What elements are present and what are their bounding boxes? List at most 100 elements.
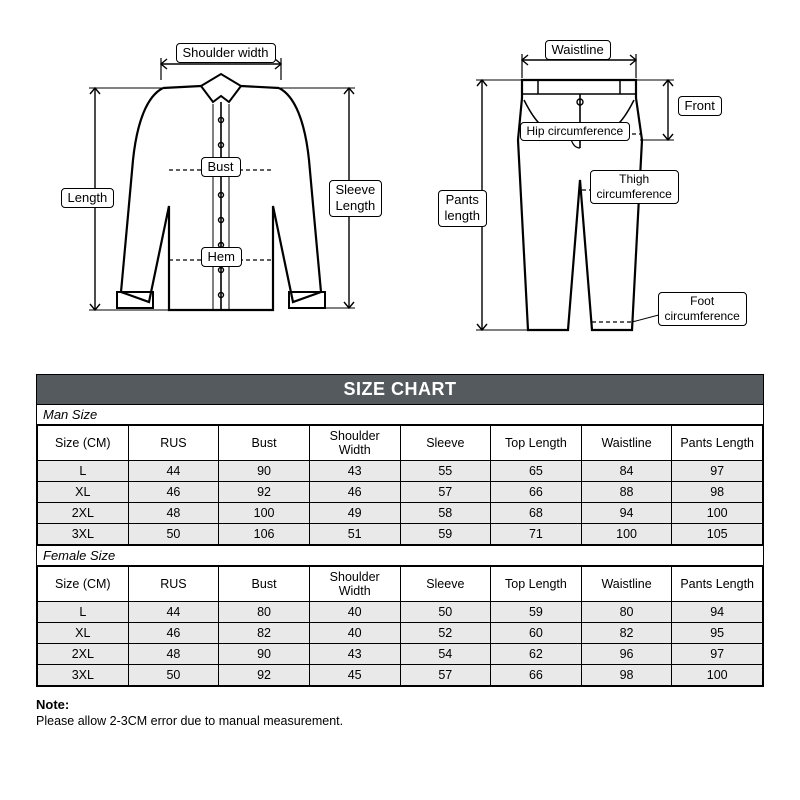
- table-cell: 2XL: [38, 644, 129, 665]
- table-cell: 48: [128, 503, 219, 524]
- table-cell: 100: [219, 503, 310, 524]
- table-cell: 106: [219, 524, 310, 545]
- table-cell: 84: [581, 461, 672, 482]
- table-header-cell: Waistline: [581, 567, 672, 602]
- table-header-cell: Bust: [219, 426, 310, 461]
- table-header-cell: Pants Length: [672, 567, 763, 602]
- table-cell: 100: [672, 665, 763, 686]
- table-cell: 90: [219, 461, 310, 482]
- table-cell: 49: [309, 503, 400, 524]
- table-cell: 58: [400, 503, 491, 524]
- table-cell: 90: [219, 644, 310, 665]
- table-cell: 60: [491, 623, 582, 644]
- table-cell: 92: [219, 665, 310, 686]
- table-cell: 44: [128, 461, 219, 482]
- size-table: Size (CM)RUSBustShoulder WidthSleeveTop …: [37, 566, 763, 686]
- table-cell: 46: [128, 623, 219, 644]
- note-heading: Note:: [36, 697, 764, 712]
- table-cell: 40: [309, 623, 400, 644]
- table-cell: 46: [128, 482, 219, 503]
- table-header-cell: Waistline: [581, 426, 672, 461]
- table-header-cell: Bust: [219, 567, 310, 602]
- table-cell: L: [38, 602, 129, 623]
- table-cell: 98: [581, 665, 672, 686]
- shirt-diagram: Shoulder width Bust Hem Length Sleeve Le…: [51, 30, 391, 350]
- table-cell: XL: [38, 623, 129, 644]
- label-bust: Bust: [201, 157, 241, 177]
- table-cell: XL: [38, 482, 129, 503]
- table-row: 2XL4810049586894100: [38, 503, 763, 524]
- label-waistline: Waistline: [545, 40, 611, 60]
- table-cell: 94: [672, 602, 763, 623]
- pants-diagram: Waistline Front Hip circumference Thigh …: [420, 30, 750, 350]
- section-heading: Man Size: [37, 404, 763, 425]
- table-row: XL46924657668898: [38, 482, 763, 503]
- table-cell: 51: [309, 524, 400, 545]
- table-cell: 96: [581, 644, 672, 665]
- table-header-cell: Size (CM): [38, 426, 129, 461]
- table-row: 2XL48904354629697: [38, 644, 763, 665]
- table-header-cell: RUS: [128, 567, 219, 602]
- section-heading: Female Size: [37, 545, 763, 566]
- table-header-cell: Sleeve: [400, 426, 491, 461]
- table-cell: 94: [581, 503, 672, 524]
- table-cell: 52: [400, 623, 491, 644]
- table-row: 3XL50106515971100105: [38, 524, 763, 545]
- table-cell: 43: [309, 461, 400, 482]
- table-cell: 65: [491, 461, 582, 482]
- table-header-cell: Top Length: [491, 426, 582, 461]
- table-cell: 80: [581, 602, 672, 623]
- table-cell: L: [38, 461, 129, 482]
- label-sleeve-length: Sleeve Length: [329, 180, 383, 217]
- note-body: Please allow 2-3CM error due to manual m…: [36, 714, 764, 728]
- table-cell: 105: [672, 524, 763, 545]
- table-cell: 55: [400, 461, 491, 482]
- label-foot: Foot circumference: [658, 292, 747, 326]
- table-cell: 2XL: [38, 503, 129, 524]
- table-cell: 82: [219, 623, 310, 644]
- table-header-cell: Sleeve: [400, 567, 491, 602]
- table-cell: 98: [672, 482, 763, 503]
- table-cell: 100: [672, 503, 763, 524]
- table-cell: 97: [672, 644, 763, 665]
- table-header-cell: Shoulder Width: [309, 426, 400, 461]
- table-cell: 82: [581, 623, 672, 644]
- table-cell: 57: [400, 482, 491, 503]
- table-cell: 68: [491, 503, 582, 524]
- table-cell: 50: [400, 602, 491, 623]
- table-header-cell: Pants Length: [672, 426, 763, 461]
- table-cell: 62: [491, 644, 582, 665]
- label-thigh: Thigh circumference: [590, 170, 679, 204]
- table-cell: 44: [128, 602, 219, 623]
- table-header-cell: Top Length: [491, 567, 582, 602]
- table-row: XL46824052608295: [38, 623, 763, 644]
- table-cell: 66: [491, 482, 582, 503]
- label-shoulder-width: Shoulder width: [176, 43, 276, 63]
- size-chart: SIZE CHART Man SizeSize (CM)RUSBustShoul…: [36, 374, 764, 687]
- table-header-cell: Shoulder Width: [309, 567, 400, 602]
- label-hip: Hip circumference: [520, 122, 631, 141]
- table-cell: 92: [219, 482, 310, 503]
- label-pants-length: Pants length: [438, 190, 487, 227]
- table-cell: 59: [400, 524, 491, 545]
- table-cell: 48: [128, 644, 219, 665]
- table-cell: 50: [128, 665, 219, 686]
- table-cell: 3XL: [38, 665, 129, 686]
- table-row: 3XL509245576698100: [38, 665, 763, 686]
- table-cell: 80: [219, 602, 310, 623]
- table-cell: 43: [309, 644, 400, 665]
- table-cell: 88: [581, 482, 672, 503]
- table-cell: 59: [491, 602, 582, 623]
- table-cell: 57: [400, 665, 491, 686]
- table-cell: 3XL: [38, 524, 129, 545]
- table-cell: 97: [672, 461, 763, 482]
- table-cell: 95: [672, 623, 763, 644]
- table-cell: 71: [491, 524, 582, 545]
- chart-title: SIZE CHART: [37, 375, 763, 404]
- table-row: L44804050598094: [38, 602, 763, 623]
- table-header-cell: Size (CM): [38, 567, 129, 602]
- table-cell: 66: [491, 665, 582, 686]
- table-row: L44904355658497: [38, 461, 763, 482]
- label-hem: Hem: [201, 247, 242, 267]
- table-cell: 100: [581, 524, 672, 545]
